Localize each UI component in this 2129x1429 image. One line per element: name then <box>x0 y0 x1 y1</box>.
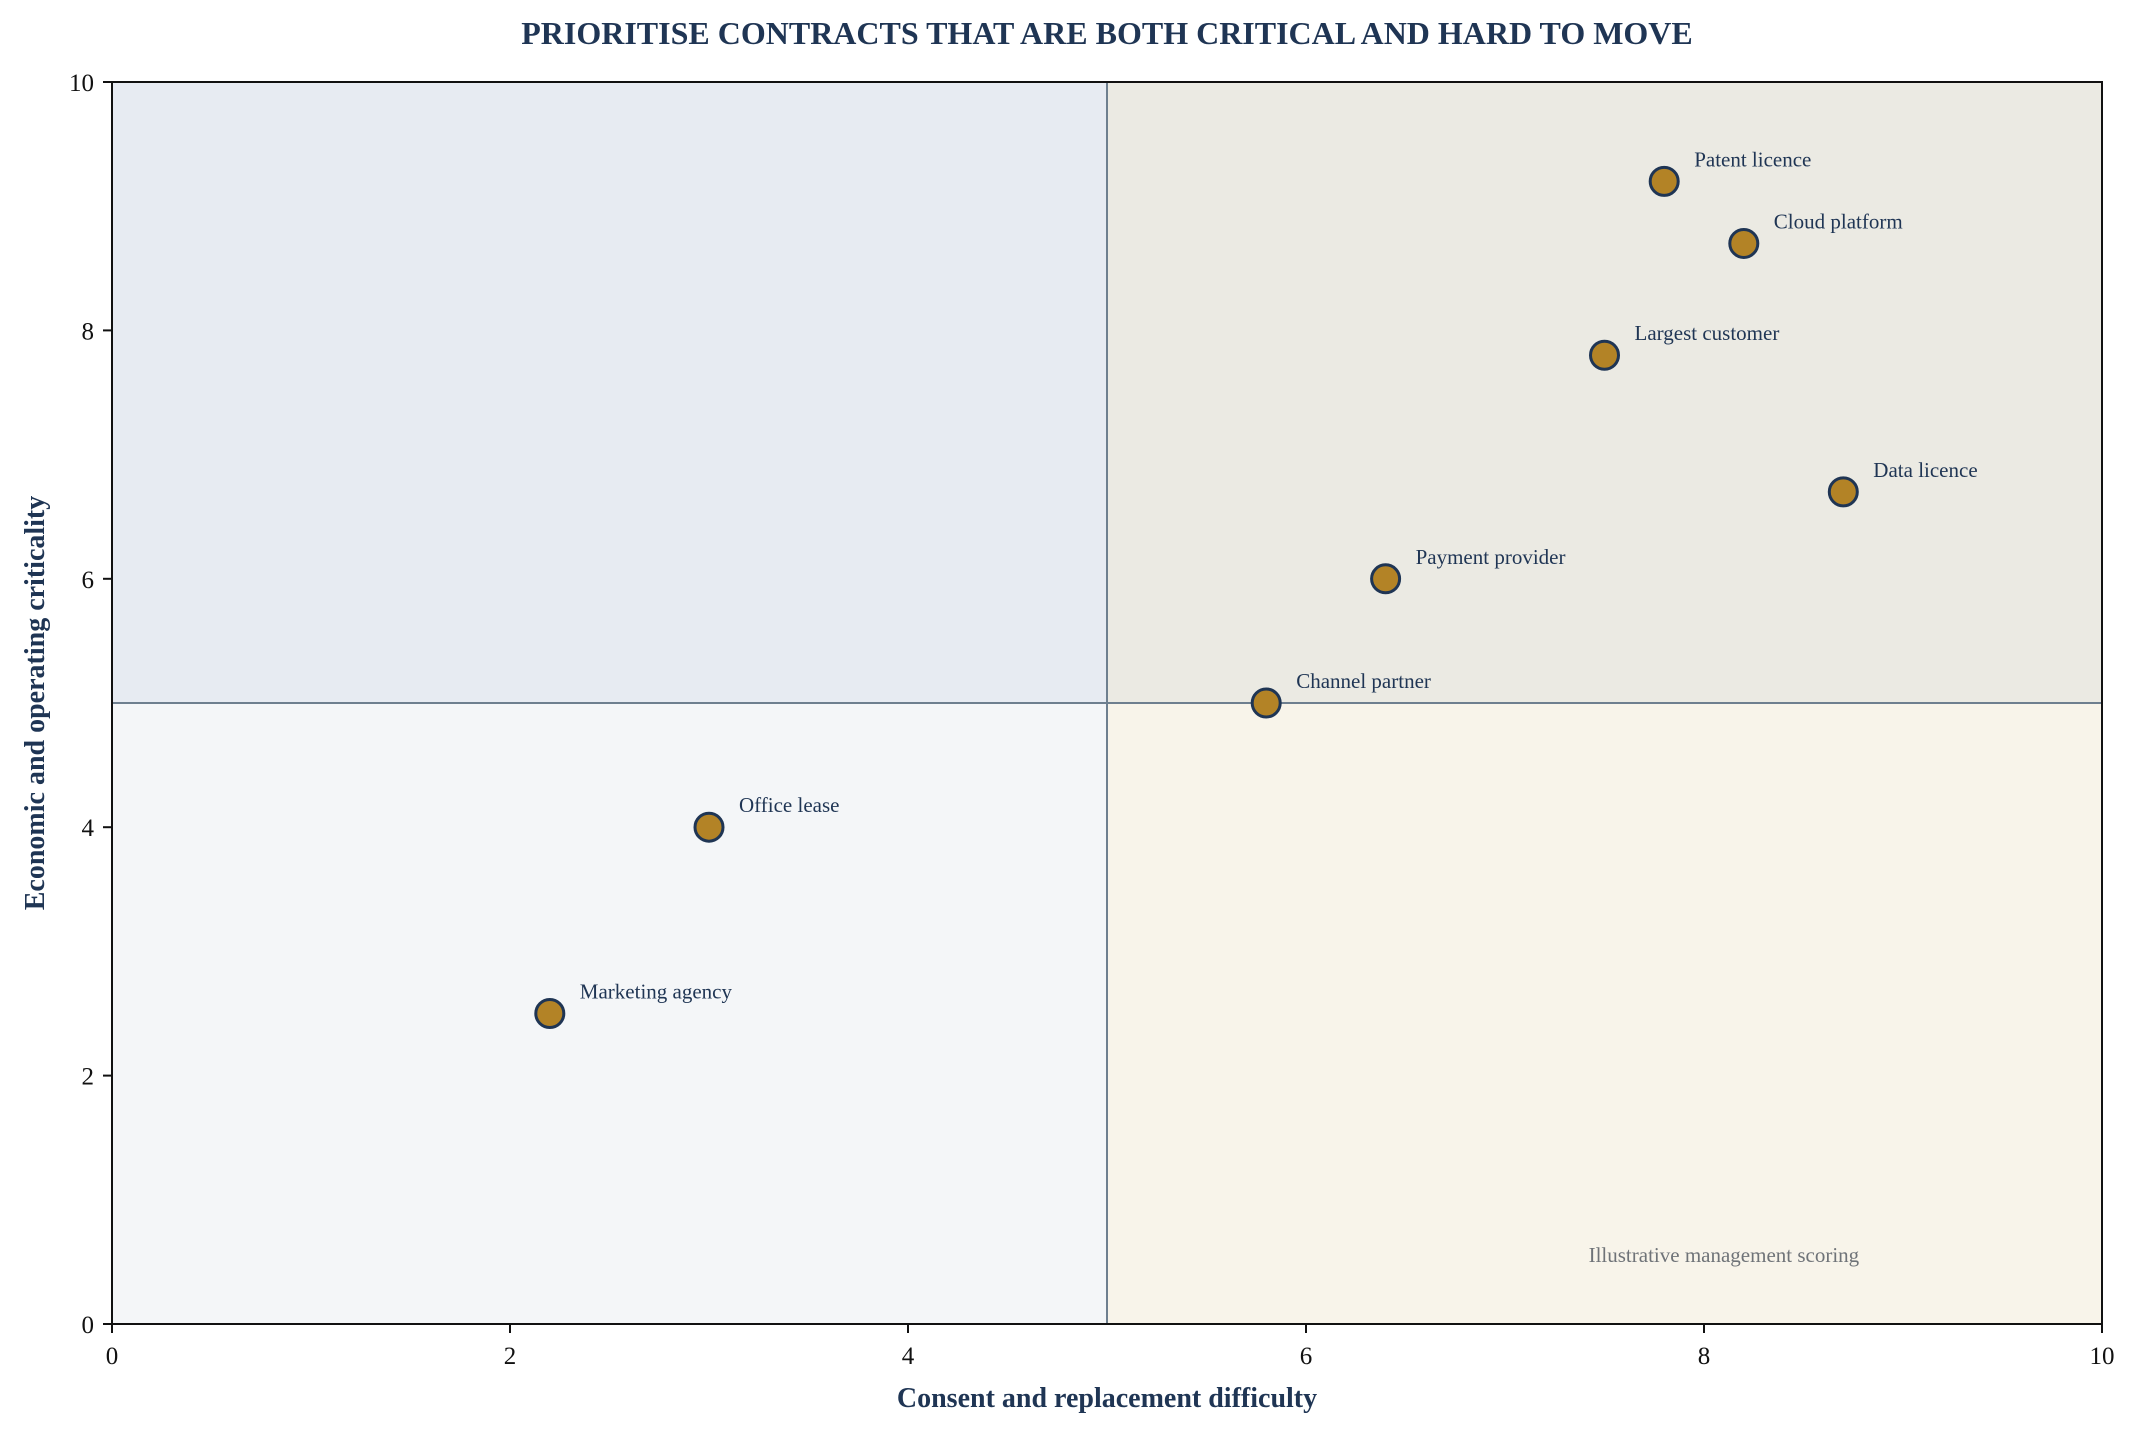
data-point <box>1827 476 1859 508</box>
plot-frame <box>111 81 2103 1325</box>
y-tick-label: 6 <box>82 567 95 594</box>
x-axis-label: Consent and replacement difficulty <box>897 1383 1317 1414</box>
data-point <box>1370 563 1402 595</box>
x-tick-label: 4 <box>902 1343 915 1370</box>
quadrant-backgrounds <box>112 82 2102 1324</box>
x-tick-label: 10 <box>2090 1343 2115 1370</box>
scoring-note: Illustrative management scoring <box>1589 1243 1860 1267</box>
y-tick-label: 10 <box>69 70 94 97</box>
x-axis: 0 2 4 6 8 10 <box>106 1324 2115 1370</box>
data-point-label: Channel partner <box>1296 669 1431 693</box>
x-tick-label: 0 <box>106 1343 119 1370</box>
quadrant-top-right <box>1107 82 2102 703</box>
x-tick-label: 8 <box>1698 1343 1711 1370</box>
quadrant-dividers <box>112 82 2102 1324</box>
data-point <box>1250 687 1282 719</box>
quadrant-bottom-right <box>1107 703 2102 1324</box>
y-tick-label: 4 <box>82 815 95 842</box>
data-point <box>693 811 725 843</box>
x-tick-label: 2 <box>504 1343 517 1370</box>
data-point-label: Payment provider <box>1416 545 1566 569</box>
data-point-label: Patent licence <box>1694 147 1811 171</box>
y-tick-label: 2 <box>82 1064 95 1091</box>
data-point-label: Cloud platform <box>1774 209 1903 233</box>
data-point <box>1589 339 1620 371</box>
data-point <box>1648 165 1680 197</box>
y-tick-label: 0 <box>82 1312 95 1339</box>
data-point-label: Largest customer <box>1635 321 1780 345</box>
x-tick-label: 6 <box>1300 1343 1313 1370</box>
quadrant-bottom-left <box>112 703 1107 1324</box>
data-points: Patent licence Cloud platform Largest cust… <box>534 147 1978 1029</box>
data-point-label: Office lease <box>739 793 839 817</box>
chart-title: PRIORITISE CONTRACTS THAT ARE BOTH CRITI… <box>521 15 1693 51</box>
y-axis-label: Economic and operating criticality <box>20 496 51 911</box>
data-point-label: Data licence <box>1873 458 1977 482</box>
quadrant-top-left <box>112 82 1107 703</box>
data-point-label: Marketing agency <box>580 980 733 1004</box>
y-axis: 0 2 4 6 8 10 <box>69 70 112 1339</box>
data-point <box>534 998 566 1029</box>
y-tick-label: 8 <box>82 318 95 345</box>
data-point <box>1728 227 1760 259</box>
